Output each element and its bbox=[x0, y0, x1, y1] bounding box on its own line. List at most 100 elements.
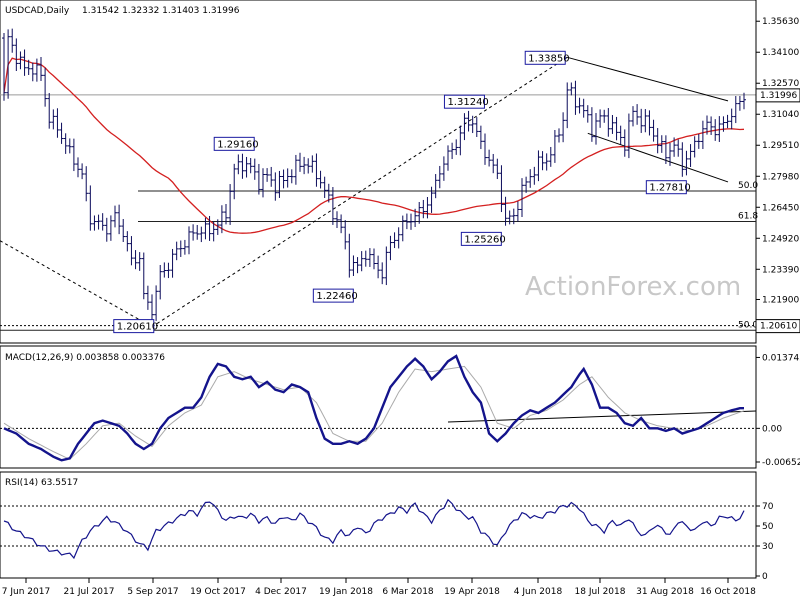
fib-projection-dashed-line bbox=[0, 240, 153, 328]
ohlc-bar bbox=[174, 241, 179, 261]
y-tick-label: 1.35630 bbox=[762, 17, 799, 27]
fib-projection-dashed-line bbox=[151, 56, 568, 328]
channel-lower-line bbox=[587, 132, 729, 183]
ohlc-bar bbox=[88, 185, 93, 231]
svg-text:1.31996: 1.31996 bbox=[760, 91, 797, 101]
ohlc-bar bbox=[306, 158, 311, 174]
ohlc-bar bbox=[302, 156, 307, 175]
ohlc-bar bbox=[125, 231, 130, 252]
ohlc-bar bbox=[437, 165, 442, 189]
ohlc-bar bbox=[433, 174, 438, 199]
ohlc-bar bbox=[367, 248, 372, 267]
ohlc-bar bbox=[215, 219, 220, 235]
ohlc-bar bbox=[729, 108, 734, 130]
ohlc-bar bbox=[224, 204, 228, 225]
ohlc-bar bbox=[265, 168, 270, 182]
ohlc-bar bbox=[515, 201, 520, 222]
x-tick-label: 18 Jul 2018 bbox=[575, 587, 626, 597]
macd-y-tick-label: 0.00 bbox=[762, 424, 782, 434]
ohlc-bar bbox=[441, 156, 446, 181]
ohlc-bar bbox=[170, 248, 175, 278]
rsi-y-tick-label: 50 bbox=[762, 522, 774, 532]
ohlc-bar bbox=[696, 134, 701, 149]
ohlc-bar bbox=[191, 224, 196, 241]
price-annotation: 1.29160 bbox=[213, 136, 259, 151]
x-tick-label: 4 Jun 2018 bbox=[514, 587, 563, 597]
ohlc-bar bbox=[466, 110, 471, 132]
price-panel: USDCAD,Daily 1.31542 1.32332 1.31403 1.3… bbox=[0, 0, 800, 344]
ohlc-bar bbox=[413, 208, 418, 227]
ohlc-bar bbox=[602, 109, 607, 123]
x-tick-label: 16 Oct 2018 bbox=[700, 587, 756, 597]
ohlc-bar bbox=[639, 108, 644, 133]
ohlc-bar bbox=[84, 166, 89, 202]
ohlc-bar bbox=[145, 285, 150, 310]
ohlc-bar bbox=[400, 215, 405, 242]
macd-line bbox=[3, 354, 744, 462]
ohlc-bar bbox=[622, 129, 627, 157]
ohlc-bar bbox=[614, 116, 619, 141]
macd-signal-line bbox=[3, 365, 745, 460]
ohlc-bar bbox=[182, 239, 187, 255]
ohlc-bar bbox=[495, 158, 500, 180]
ohlc-bar bbox=[326, 183, 331, 203]
ohlc-bar bbox=[71, 138, 76, 172]
ohlc-bar bbox=[269, 166, 274, 187]
ohlc-bar bbox=[577, 97, 582, 114]
ohlc-bar bbox=[207, 215, 212, 241]
ohlc-bar bbox=[100, 213, 105, 231]
ohlc-bar bbox=[289, 169, 294, 184]
ohlc-bar bbox=[343, 220, 348, 250]
ohlc-bar bbox=[557, 128, 561, 143]
ohlc-bar bbox=[252, 158, 257, 180]
ohlc-bar bbox=[598, 109, 603, 128]
ohlc-bar bbox=[733, 96, 738, 124]
y-tick-label: 1.34100 bbox=[762, 48, 799, 58]
ohlc-bar bbox=[429, 186, 434, 213]
ohlc-bar bbox=[684, 150, 689, 176]
ohlc-bar bbox=[528, 169, 533, 188]
x-tick-label: 21 Jul 2017 bbox=[64, 587, 115, 597]
ohlc-bar bbox=[211, 221, 216, 242]
ohlc-bar bbox=[10, 28, 15, 53]
ohlc-bar bbox=[713, 119, 718, 141]
ohlc-bar bbox=[454, 139, 459, 155]
y-tick-label: 1.26450 bbox=[762, 203, 799, 213]
svg-text:1.25260: 1.25260 bbox=[464, 234, 505, 245]
ohlc-bar bbox=[511, 208, 516, 225]
ohlc-bar bbox=[388, 235, 393, 261]
ohlc-bar bbox=[203, 217, 208, 240]
price-annotation: 1.22460 bbox=[312, 288, 358, 303]
ohlc-bar bbox=[450, 142, 455, 160]
ohlc-bar bbox=[631, 106, 635, 127]
ohlc-bar bbox=[540, 151, 545, 171]
ohlc-bar bbox=[520, 178, 524, 217]
price-annotation: 1.25260 bbox=[460, 231, 506, 246]
ohlc-bar bbox=[76, 157, 80, 178]
ohlc-bar bbox=[178, 240, 183, 257]
ohlc-bar bbox=[108, 215, 113, 241]
ohlc-bar bbox=[606, 108, 611, 137]
ohlc-bar bbox=[462, 113, 467, 141]
ohlc-bar bbox=[166, 262, 171, 279]
channel-upper-line bbox=[567, 56, 729, 102]
svg-text:1.33850: 1.33850 bbox=[528, 53, 569, 64]
ohlc-bar bbox=[503, 196, 508, 226]
ohlc-bar bbox=[18, 51, 23, 70]
ohlc-bar bbox=[281, 169, 286, 189]
ohlc-bar bbox=[322, 176, 327, 199]
x-tick-label: 19 Oct 2017 bbox=[190, 587, 246, 597]
y-tick-label: 1.21900 bbox=[762, 295, 799, 305]
x-tick-label: 4 Dec 2017 bbox=[255, 587, 307, 597]
ohlc-bar bbox=[676, 139, 681, 157]
ohlc-bar bbox=[63, 133, 68, 154]
bottom-price-marker: 1.20610 bbox=[755, 319, 800, 334]
fib-level-label: 50.0 bbox=[738, 181, 758, 191]
ohlc-bar bbox=[655, 128, 660, 154]
ohlc-bar bbox=[380, 262, 385, 285]
rsi-panel-title: RSI(14) 63.5517 bbox=[5, 478, 78, 488]
y-tick-label: 1.24920 bbox=[762, 234, 799, 244]
rsi-y-tick-label: 30 bbox=[762, 542, 774, 552]
ohlc-bar bbox=[565, 82, 570, 129]
